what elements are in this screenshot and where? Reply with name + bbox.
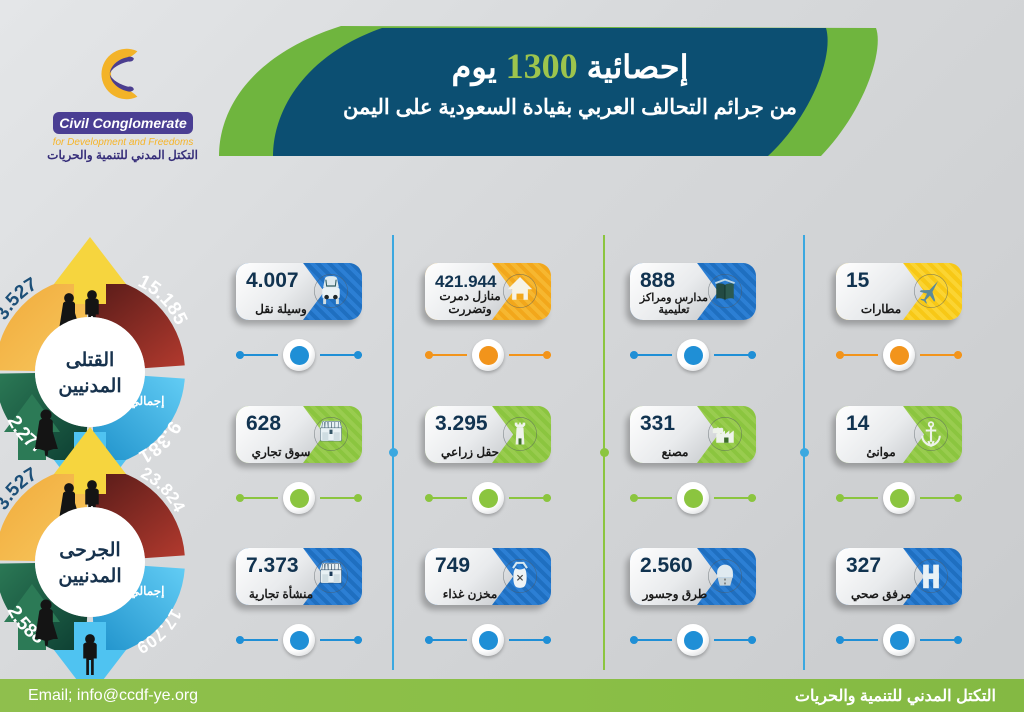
svg-text:المدنيين: المدنيين xyxy=(58,566,121,587)
svg-text:الجرحى: الجرحى xyxy=(59,540,120,561)
svg-text:المدنيين: المدنيين xyxy=(58,376,121,397)
svg-text:القتلى: القتلى xyxy=(66,350,115,371)
